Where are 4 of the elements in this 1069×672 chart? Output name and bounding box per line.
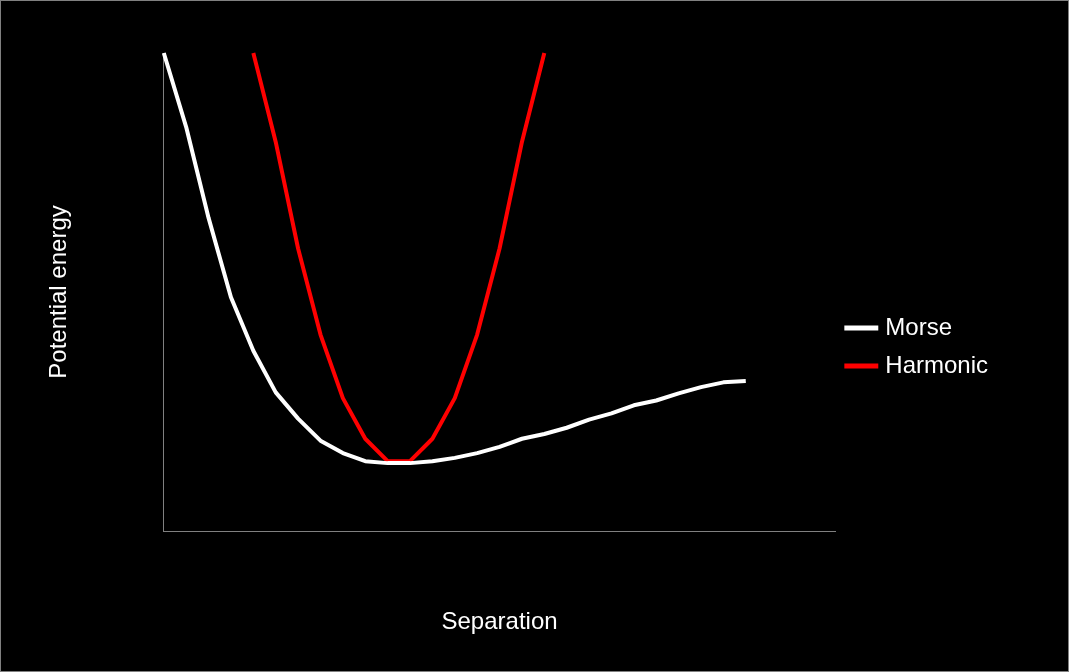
legend-label: Harmonic	[885, 350, 989, 378]
legend-label: Morse	[885, 312, 952, 340]
x-axis-title: Separation	[441, 607, 558, 635]
y-axis-title: Potential energy	[44, 205, 72, 379]
